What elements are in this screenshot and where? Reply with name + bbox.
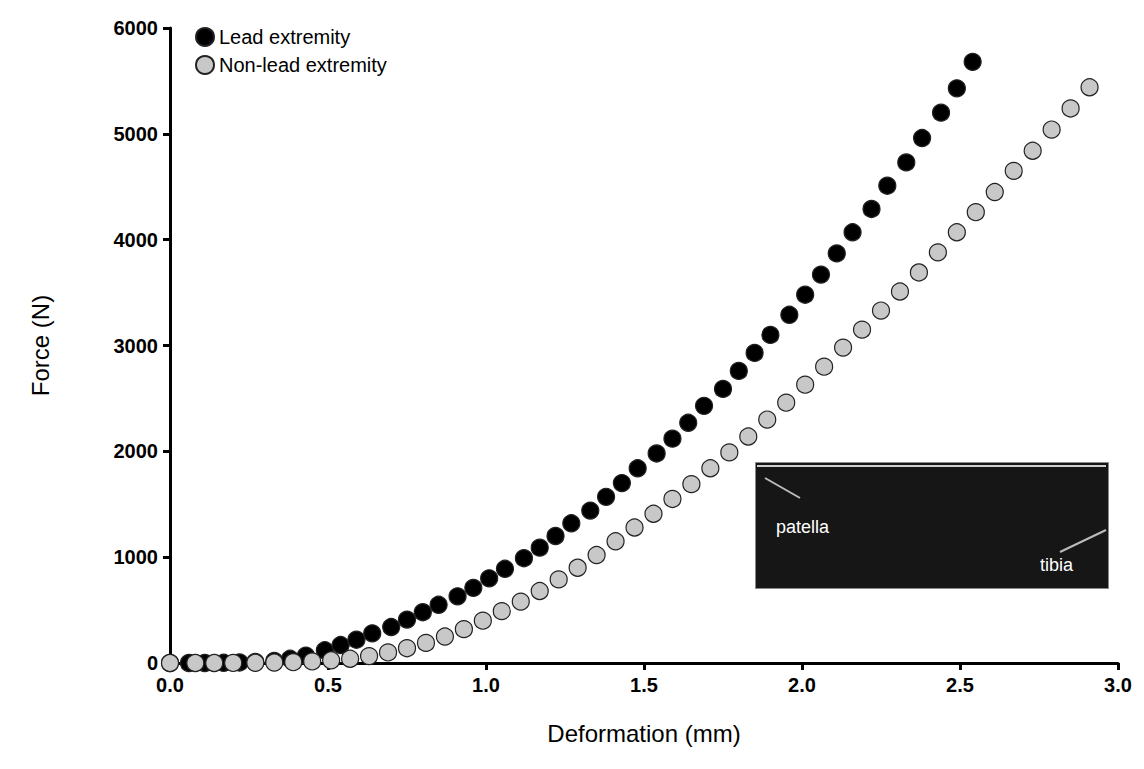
svg-text:patella: patella <box>776 517 830 537</box>
svg-text:3000: 3000 <box>114 335 159 357</box>
svg-text:4000: 4000 <box>114 229 159 251</box>
svg-text:Deformation (mm): Deformation (mm) <box>547 720 740 747</box>
svg-text:6000: 6000 <box>114 17 159 39</box>
svg-text:1000: 1000 <box>114 546 159 568</box>
svg-text:1.5: 1.5 <box>630 674 658 696</box>
svg-text:0: 0 <box>147 652 158 674</box>
svg-text:3.0: 3.0 <box>1104 674 1132 696</box>
svg-text:Non-lead extremity: Non-lead extremity <box>219 54 387 76</box>
svg-text:2.5: 2.5 <box>946 674 974 696</box>
svg-text:tibia: tibia <box>1040 555 1074 575</box>
svg-text:2.0: 2.0 <box>788 674 816 696</box>
svg-text:1.0: 1.0 <box>472 674 500 696</box>
svg-text:2000: 2000 <box>114 440 159 462</box>
svg-text:0.0: 0.0 <box>156 674 184 696</box>
svg-text:5000: 5000 <box>114 123 159 145</box>
svg-text:0.5: 0.5 <box>314 674 342 696</box>
svg-text:Lead extremity: Lead extremity <box>219 26 350 48</box>
svg-text:Force (N): Force (N) <box>27 295 54 396</box>
